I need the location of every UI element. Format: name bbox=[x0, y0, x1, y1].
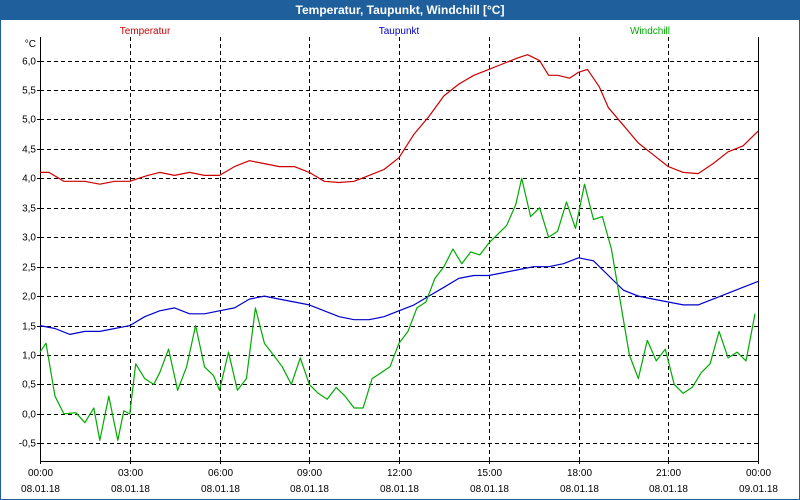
x-tick-date: 08.01.18 bbox=[201, 484, 240, 495]
x-tick-date: 08.01.18 bbox=[380, 484, 419, 495]
grid bbox=[40, 37, 758, 461]
y-tick-label: 0,5 bbox=[22, 380, 36, 391]
x-tick-time: 09:00 bbox=[297, 468, 322, 479]
axes bbox=[37, 37, 759, 464]
x-tick-date: 08.01.18 bbox=[470, 484, 509, 495]
y-tick-label: 4,5 bbox=[22, 145, 36, 156]
legend-entry-windchill: Windchill bbox=[630, 26, 670, 37]
y-tick-label: 5,0 bbox=[22, 115, 36, 126]
x-tick-date: 08.01.18 bbox=[111, 484, 150, 495]
x-tick-date: 08.01.18 bbox=[649, 484, 688, 495]
y-tick-label: 2,0 bbox=[22, 292, 36, 303]
x-tick-date: 08.01.18 bbox=[21, 484, 60, 495]
y-tick-label: 1,5 bbox=[22, 322, 36, 333]
x-tick-time: 15:00 bbox=[477, 468, 502, 479]
legend: Temperatur Taupunkt Windchill bbox=[120, 26, 670, 37]
y-tick-label: 2,5 bbox=[22, 263, 36, 274]
y-tick-label: 3,0 bbox=[22, 233, 36, 244]
y-tick-label: 6,0 bbox=[22, 57, 36, 68]
y-tick-label: 0,0 bbox=[22, 410, 36, 421]
x-tick-time: 03:00 bbox=[118, 468, 143, 479]
x-tick-time: 00:00 bbox=[746, 468, 771, 479]
x-tick-time: 21:00 bbox=[656, 468, 681, 479]
series-line-windchill bbox=[39, 177, 756, 441]
tick-labels: -0,5 0,0 0,5 1,0 1,5 2,0 2,5 3,0 3,5 4,0 4,5 5,0 5,5… bbox=[19, 39, 779, 495]
legend-entry-temperatur: Temperatur bbox=[120, 26, 171, 37]
x-tick-date: 08.01.18 bbox=[560, 484, 599, 495]
x-tick-date: 09.01.18 bbox=[739, 484, 778, 495]
x-tick-time: 12:00 bbox=[387, 468, 412, 479]
x-tick-time: 18:00 bbox=[567, 468, 592, 479]
series-line-temperatur bbox=[40, 54, 759, 185]
legend-entry-taupunkt: Taupunkt bbox=[379, 26, 420, 37]
x-tick-time: 00:00 bbox=[28, 468, 53, 479]
y-tick-label: 1,0 bbox=[22, 351, 36, 362]
x-tick-date: 08.01.18 bbox=[290, 484, 329, 495]
y-tick-label: -0,5 bbox=[19, 439, 37, 450]
y-axis-label: °C bbox=[25, 39, 36, 50]
x-tick-time: 06:00 bbox=[208, 468, 233, 479]
y-tick-label: 4,0 bbox=[22, 174, 36, 185]
window-title: Temperatur, Taupunkt, Windchill [°C] bbox=[1, 1, 799, 20]
y-tick-label: 5,5 bbox=[22, 86, 36, 97]
y-tick-label: 3,5 bbox=[22, 204, 36, 215]
series-group bbox=[39, 54, 759, 441]
series-line-taupunkt bbox=[39, 257, 759, 335]
